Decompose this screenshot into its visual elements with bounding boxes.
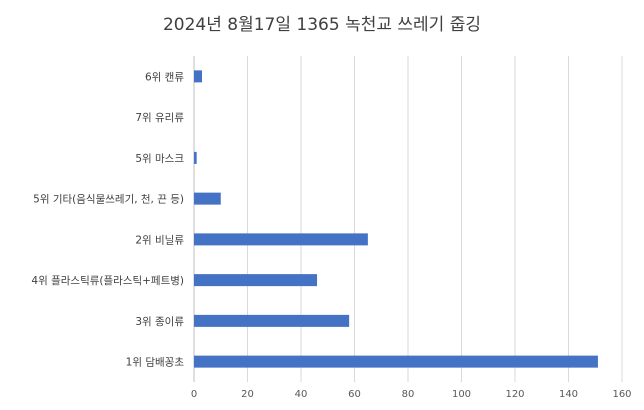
- category-label: 3위 종이류: [135, 315, 184, 328]
- category-label: 4위 플라스틱류(플라스틱+페트병): [31, 274, 184, 287]
- x-tick-label: 100: [452, 389, 471, 400]
- x-tick-label: 120: [505, 389, 524, 400]
- x-tick-labels: 0 20 40 60 80 100 120 140 160: [191, 389, 632, 400]
- category-labels: 6위 캔류 7위 유리류 5위 마스크 5위 기타(음식물쓰레기, 천, 끈 등) 2위…: [31, 70, 184, 368]
- x-tick-label: 60: [348, 389, 361, 400]
- bar: [194, 70, 203, 83]
- category-label: 1위 담배꽁초: [126, 356, 185, 369]
- category-label: 7위 유리류: [135, 111, 184, 124]
- category-label: 6위 캔류: [145, 70, 184, 83]
- x-tick-label: 140: [559, 389, 578, 400]
- gridlines: [193, 56, 623, 382]
- chart-title: 2024년 8월17일 1365 녹천교 쓰레기 줍깅: [162, 15, 482, 35]
- x-tick-label: 160: [612, 389, 631, 400]
- category-label: 5위 마스크: [135, 152, 184, 165]
- bar: [194, 355, 598, 368]
- category-label: 5위 기타(음식물쓰레기, 천, 끈 등): [33, 193, 184, 206]
- bar: [194, 192, 221, 205]
- bar: [194, 314, 350, 327]
- x-tick-label: 20: [241, 389, 254, 400]
- category-label: 2위 비닐류: [135, 233, 184, 246]
- bars: [194, 70, 598, 368]
- x-tick-label: 80: [402, 389, 415, 400]
- x-tick-label: 0: [191, 389, 197, 400]
- bar: [194, 233, 368, 246]
- bar: [194, 151, 197, 164]
- x-tick-label: 40: [295, 389, 308, 400]
- bar: [194, 274, 318, 287]
